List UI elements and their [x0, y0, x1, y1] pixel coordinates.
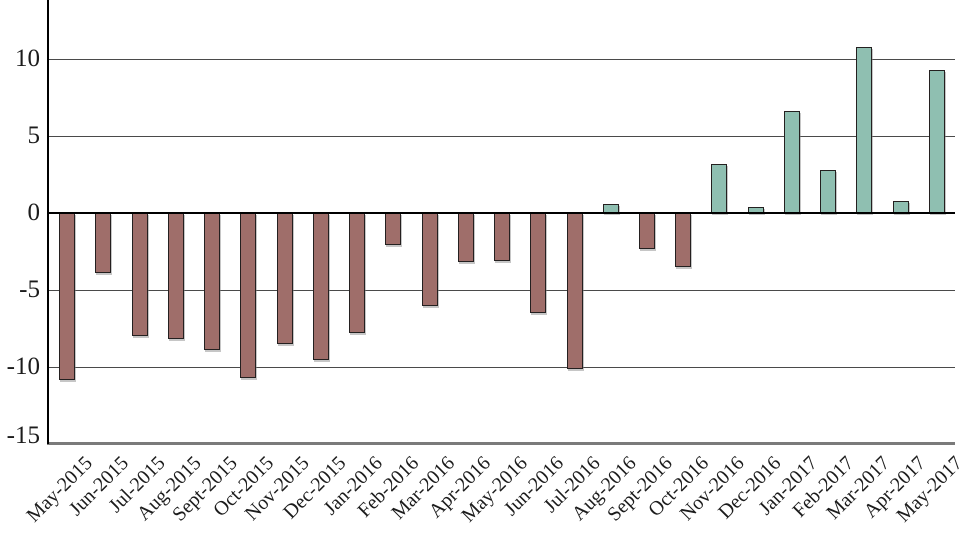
bar-Dec-2015 [312, 213, 329, 360]
bar-Feb-2016 [385, 213, 402, 246]
y-tick-label: 0 [27, 199, 41, 226]
y-axis-line [47, 0, 49, 444]
bar-Sept-2015 [204, 213, 221, 351]
bar-Mar-2017 [856, 46, 873, 213]
y-tick-label: -10 [6, 353, 40, 380]
bar-Feb-2017 [820, 169, 837, 213]
y-tick-label: -15 [6, 422, 40, 449]
bar-Nov-2016 [711, 163, 728, 213]
bar-Jan-2016 [349, 213, 365, 334]
gridline [49, 59, 955, 60]
bar-May-2017 [928, 69, 945, 213]
bar-Jul-2016 [566, 213, 583, 369]
bar-Aug-2015 [167, 213, 184, 340]
gridline [49, 136, 955, 137]
bar-Jan-2017 [783, 111, 800, 213]
bar-May-2016 [494, 213, 510, 261]
bar-Apr-2016 [457, 213, 474, 263]
bar-Oct-2016 [675, 213, 692, 267]
bar-Sept-2016 [639, 213, 655, 249]
y-tick-label: -5 [19, 276, 40, 303]
y-tick-label: 10 [15, 45, 40, 72]
gridline [49, 367, 955, 368]
zero-gridline [49, 212, 955, 214]
bar-Jul-2015 [131, 213, 148, 337]
gridline [49, 290, 955, 291]
bar-Jun-2015 [95, 213, 112, 274]
bar-Nov-2015 [276, 213, 293, 345]
bar-May-2015 [59, 213, 76, 380]
bar-Oct-2015 [240, 213, 257, 378]
bar-Mar-2016 [421, 213, 438, 306]
y-tick-label: 5 [27, 122, 41, 149]
bar-Jun-2016 [530, 213, 547, 314]
plot-bottom-border [47, 442, 955, 445]
